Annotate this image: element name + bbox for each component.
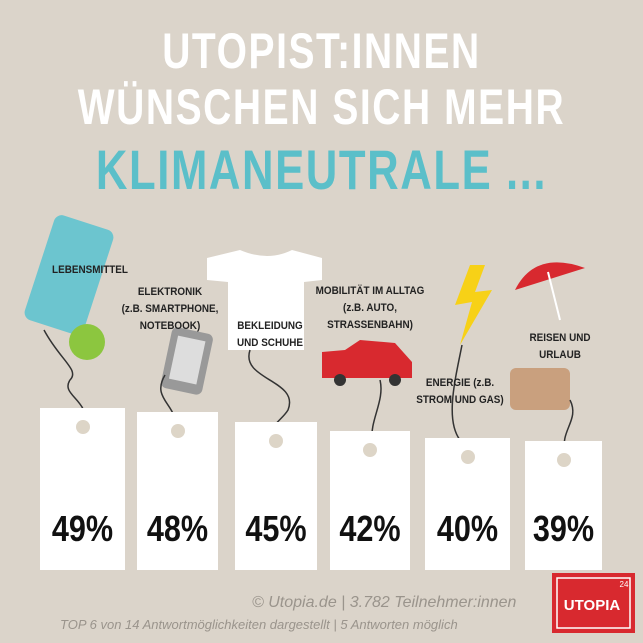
price-tag xyxy=(235,421,317,570)
price-tag xyxy=(330,431,410,570)
tag-hole xyxy=(170,423,185,438)
category-label: ELEKTRONIK (z.B. SMARTPHONE, NOTEBOOK) xyxy=(121,286,219,332)
car-icon xyxy=(322,340,412,441)
price-tag xyxy=(40,408,125,570)
footer-source: © Utopia.de | 3.782 Teilnehmer:innen xyxy=(252,594,517,611)
logo-badge: 24 xyxy=(620,580,629,589)
title-line: KLIMANEUTRALE ... xyxy=(95,138,548,201)
value-label: 39% xyxy=(532,508,595,549)
tag-hole xyxy=(363,443,377,458)
tag-hole xyxy=(269,433,283,448)
value-label: 42% xyxy=(339,508,401,549)
category-label: MOBILITÄT IM ALLTAG (z.B. AUTO, STRASSEN… xyxy=(315,285,425,331)
title-line: WÜNSCHEN SICH MEHR xyxy=(77,79,566,135)
value-label: 49% xyxy=(51,508,114,549)
logo-name: UTOPIA xyxy=(564,597,621,614)
category-label: BEKLEIDUNG UND SCHUHE xyxy=(236,320,304,349)
title-line: UTOPIST:INNEN xyxy=(162,23,481,79)
phone-icon xyxy=(160,327,213,431)
value-label: 45% xyxy=(245,508,307,549)
lightning-icon xyxy=(451,265,492,441)
category-label: ENERGIE (z.B. STROM UND GAS) xyxy=(416,377,504,406)
price-tag xyxy=(425,438,510,570)
category-label: LEBENSMITTEL xyxy=(52,264,128,276)
logo: UTOPIA 24 xyxy=(552,573,635,633)
footer-note: TOP 6 von 14 Antwortmöglichkeiten darges… xyxy=(60,617,458,632)
tag-hole xyxy=(75,420,90,435)
category-label: REISEN UND URLAUB xyxy=(529,332,591,361)
value-label: 40% xyxy=(436,508,499,549)
price-tag xyxy=(137,411,218,570)
bottle-icon xyxy=(24,215,114,426)
price-tag xyxy=(525,441,602,570)
tag-hole xyxy=(556,453,571,468)
tag-hole xyxy=(460,450,475,464)
value-label: 48% xyxy=(146,508,209,549)
umbrella-icon xyxy=(510,262,585,453)
